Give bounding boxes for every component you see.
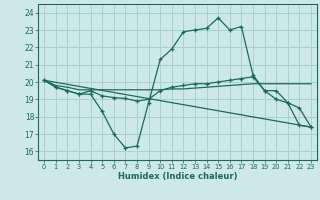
X-axis label: Humidex (Indice chaleur): Humidex (Indice chaleur) — [118, 172, 237, 181]
